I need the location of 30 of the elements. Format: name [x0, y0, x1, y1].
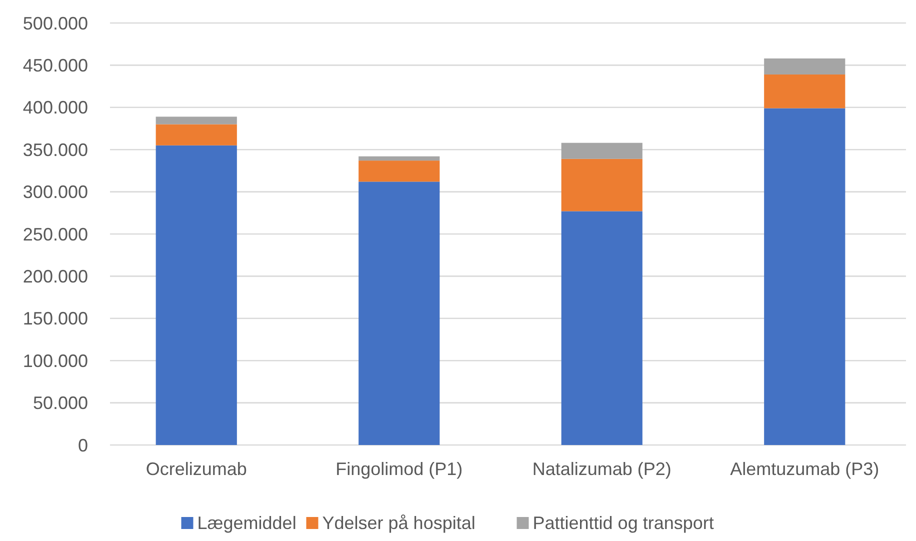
x-tick-label: Ocrelizumab — [146, 459, 247, 479]
bar — [561, 142, 642, 159]
bar — [561, 211, 642, 445]
y-tick-label: 500.000 — [22, 13, 88, 34]
bar — [358, 160, 440, 182]
bar — [358, 156, 440, 161]
bar — [156, 116, 237, 124]
y-tick-label: 300.000 — [22, 182, 88, 202]
y-tick-label: 450.000 — [22, 56, 88, 76]
bar — [358, 182, 440, 445]
y-tick-label: 350.000 — [22, 140, 88, 160]
x-tick-label: Fingolimod (P1) — [336, 459, 463, 479]
y-tick-label: 400.000 — [22, 98, 88, 118]
y-tick-label: 250.000 — [22, 224, 88, 244]
y-tick-label: 0 — [78, 435, 88, 456]
y-tick-label: 200.000 — [22, 266, 88, 286]
y-tick-label: 100.000 — [22, 350, 88, 371]
bar — [156, 124, 237, 146]
x-tick-label: Alemtuzumab (P3) — [730, 459, 880, 479]
legend-label: Lægemiddel — [197, 513, 296, 533]
bar — [764, 58, 846, 74]
x-tick-label: Natalizumab (P2) — [532, 459, 672, 479]
bar — [764, 108, 846, 445]
y-tick-label: 150.000 — [22, 308, 88, 329]
y-tick-label: 50.000 — [32, 393, 88, 414]
legend-label: Ydelser på hospital — [322, 513, 476, 533]
legend-label: Pattienttid og transport — [532, 513, 714, 533]
bar — [561, 158, 642, 212]
bar — [156, 145, 237, 445]
bar — [764, 74, 846, 108]
